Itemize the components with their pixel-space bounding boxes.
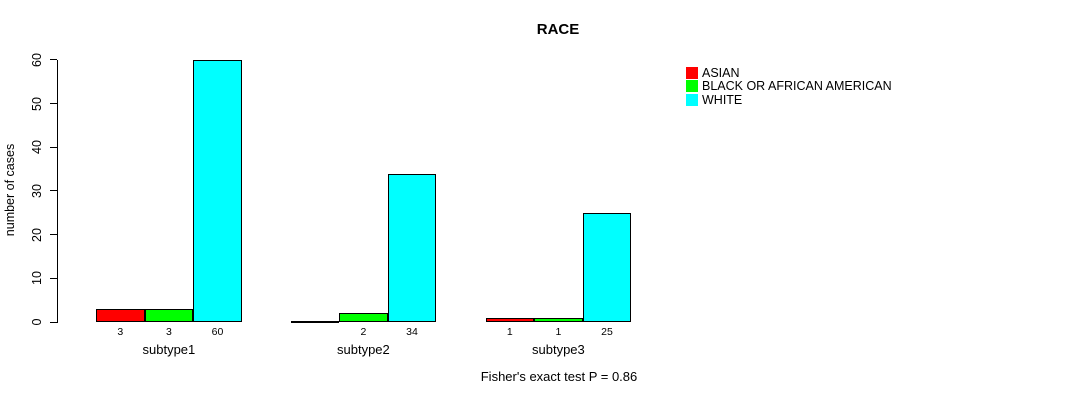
legend-item: ASIAN — [686, 65, 740, 80]
y-tick-mark — [50, 103, 57, 105]
legend-label: WHITE — [702, 92, 743, 107]
y-tick-mark — [50, 277, 57, 279]
y-tick-mark — [50, 234, 57, 236]
bar — [193, 60, 242, 322]
bar — [387, 174, 437, 322]
bar-value-label: 34 — [406, 326, 418, 338]
chart-title: RACE — [536, 21, 580, 38]
y-tick-mark — [50, 146, 57, 148]
legend-swatch — [686, 80, 698, 93]
bar — [485, 318, 535, 322]
bar-value-label: 25 — [601, 326, 613, 338]
bar — [144, 309, 194, 322]
y-tick-label: 20 — [30, 227, 44, 242]
legend-item: WHITE — [686, 92, 743, 107]
y-tick-label: 60 — [30, 53, 44, 67]
bar-value-label: 60 — [211, 326, 224, 338]
bar-value-label: 3 — [165, 326, 172, 338]
bar — [96, 309, 145, 322]
bar-value-label: 2 — [360, 326, 367, 338]
bar-value-label: 1 — [506, 326, 513, 338]
y-tick-label: 10 — [30, 271, 44, 286]
legend-item: BLACK OR AFRICAN AMERICAN — [686, 79, 892, 94]
y-tick-label: 50 — [30, 96, 44, 111]
bar-value-label: 1 — [555, 326, 562, 338]
y-tick-label: 40 — [30, 140, 44, 155]
footnote-fisher-test: Fisher's exact test P = 0.86 — [480, 369, 638, 384]
bar — [290, 321, 340, 323]
legend-swatch — [686, 93, 698, 106]
bar — [534, 318, 583, 322]
category-label: subtype1 — [142, 342, 196, 357]
bar — [339, 313, 388, 322]
category-label: subtype3 — [532, 342, 585, 357]
y-tick-mark — [50, 321, 57, 323]
bar — [582, 213, 632, 322]
y-tick-mark — [50, 59, 57, 61]
y-tick-label: 0 — [30, 318, 44, 326]
legend-swatch — [686, 66, 698, 79]
legend-label: ASIAN — [702, 65, 740, 80]
y-tick-mark — [50, 190, 57, 192]
y-axis-line — [57, 60, 58, 323]
category-label: subtype2 — [337, 342, 390, 357]
y-axis-label: number of cases — [3, 143, 17, 237]
legend-label: BLACK OR AFRICAN AMERICAN — [702, 79, 892, 94]
y-tick-label: 30 — [30, 184, 44, 198]
bar-value-label: 3 — [117, 326, 124, 338]
